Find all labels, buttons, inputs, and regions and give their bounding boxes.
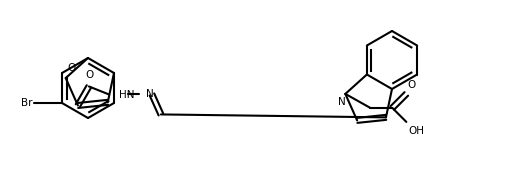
Text: O: O	[407, 80, 415, 90]
Text: O: O	[68, 63, 76, 73]
Text: N: N	[339, 97, 346, 107]
Text: HN: HN	[119, 90, 134, 101]
Text: Br: Br	[20, 98, 32, 108]
Text: O: O	[86, 70, 94, 80]
Text: N: N	[146, 89, 153, 99]
Text: OH: OH	[408, 126, 424, 136]
